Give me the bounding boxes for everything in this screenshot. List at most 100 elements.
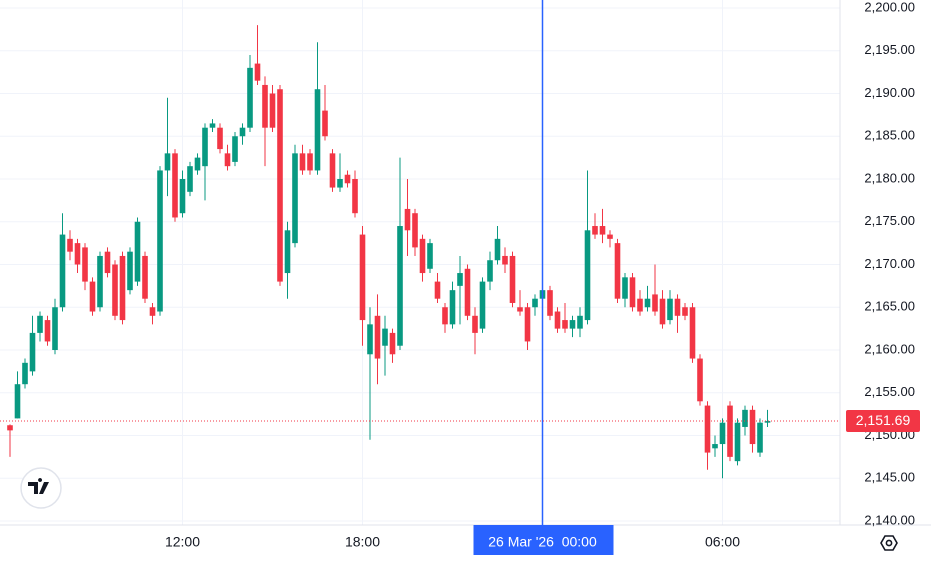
candle-body — [547, 290, 553, 316]
candle-body — [67, 238, 73, 252]
candle-body — [719, 422, 726, 445]
grid — [0, 0, 840, 525]
candle-body — [442, 307, 448, 325]
candle-body — [457, 273, 463, 286]
candle-body — [652, 294, 658, 312]
candle-body — [389, 332, 396, 355]
candle-body — [134, 221, 141, 282]
candle-body — [172, 153, 178, 218]
candle-body — [757, 422, 763, 453]
crosshair-label: 26 Mar '26 00:00 — [488, 534, 597, 550]
candle-body — [532, 298, 538, 308]
candle-body — [89, 281, 96, 312]
candle-body — [164, 153, 171, 171]
candle-body — [382, 328, 388, 346]
candle-body — [674, 298, 681, 316]
candle-body — [742, 409, 748, 427]
y-tick-label: 2,140.00 — [864, 512, 915, 527]
candle-body — [629, 277, 636, 308]
candle-body — [727, 405, 733, 457]
candle-body — [119, 255, 126, 321]
candle-body — [187, 166, 193, 192]
candle-body — [584, 230, 591, 321]
candle-body — [7, 425, 13, 431]
candle-body — [59, 234, 66, 308]
candle-body — [749, 409, 756, 445]
candle-body — [712, 444, 718, 449]
candle-body — [502, 255, 508, 265]
candle-body — [22, 362, 28, 385]
candle-body — [337, 179, 343, 188]
candle-body — [562, 320, 568, 329]
candle-body — [704, 405, 711, 453]
y-tick-label: 2,175.00 — [864, 213, 915, 228]
y-tick-label: 2,190.00 — [864, 85, 915, 100]
candle-body — [269, 93, 276, 128]
candle-body — [577, 315, 583, 329]
candle-body — [479, 281, 486, 329]
candle-body — [292, 153, 298, 244]
candle-body — [307, 153, 313, 171]
x-tick-label: 06:00 — [705, 534, 740, 550]
candle-body — [322, 110, 328, 137]
candle-body — [277, 89, 283, 282]
y-tick-label: 2,180.00 — [864, 170, 915, 185]
candle-body — [367, 324, 373, 355]
candle-body — [449, 290, 456, 325]
candle-body — [614, 243, 621, 299]
candle-body — [329, 153, 336, 188]
candle-body — [734, 422, 741, 462]
candle-body — [344, 174, 351, 184]
candle-body — [239, 127, 246, 137]
candle-body — [127, 251, 133, 291]
candle-body — [622, 277, 628, 299]
candle-body — [764, 421, 771, 423]
candle-body — [637, 298, 643, 312]
candle-body — [404, 208, 411, 231]
candle-body — [419, 238, 426, 274]
candle-body — [262, 84, 268, 128]
y-tick-label: 2,155.00 — [864, 384, 915, 399]
candle-body — [494, 238, 501, 261]
y-tick-label: 2,160.00 — [864, 341, 915, 356]
candle-body — [149, 307, 156, 316]
candle-body — [14, 384, 21, 419]
x-tick-label: 18:00 — [345, 534, 380, 550]
candle-body — [209, 123, 216, 128]
y-tick-label: 2,200.00 — [864, 0, 915, 14]
candle-body — [157, 170, 163, 312]
candle-body — [667, 298, 673, 321]
candle-body — [359, 234, 366, 321]
candle-body — [104, 251, 111, 274]
candle-body — [352, 179, 358, 214]
y-tick-label: 2,195.00 — [864, 42, 915, 57]
candle-body — [224, 153, 231, 167]
candle-body — [434, 281, 441, 299]
candle-body — [517, 307, 523, 312]
candle-body — [554, 311, 561, 329]
candle-body — [217, 127, 223, 150]
logo[interactable] — [20, 467, 62, 509]
candle-body — [659, 298, 666, 325]
candle-body — [142, 255, 148, 299]
settings-icon[interactable] — [880, 535, 898, 551]
candle-body — [247, 67, 253, 128]
candle-body — [202, 127, 208, 167]
candle-body — [397, 226, 403, 346]
y-tick-label: 2,170.00 — [864, 256, 915, 271]
candle-body — [607, 234, 613, 239]
candle-body — [592, 226, 598, 235]
candle-body — [299, 153, 306, 171]
candle-body — [697, 358, 703, 402]
candle-body — [37, 315, 43, 333]
last-price-label: 2,151.69 — [856, 412, 911, 428]
candle-body — [464, 268, 471, 316]
candle-body — [44, 320, 51, 342]
candle-body — [644, 298, 651, 308]
y-tick-label: 2,185.00 — [864, 128, 915, 143]
candle-body — [194, 157, 201, 171]
candle-body — [427, 243, 433, 269]
candle-body — [689, 307, 696, 359]
candle-body — [97, 255, 103, 308]
